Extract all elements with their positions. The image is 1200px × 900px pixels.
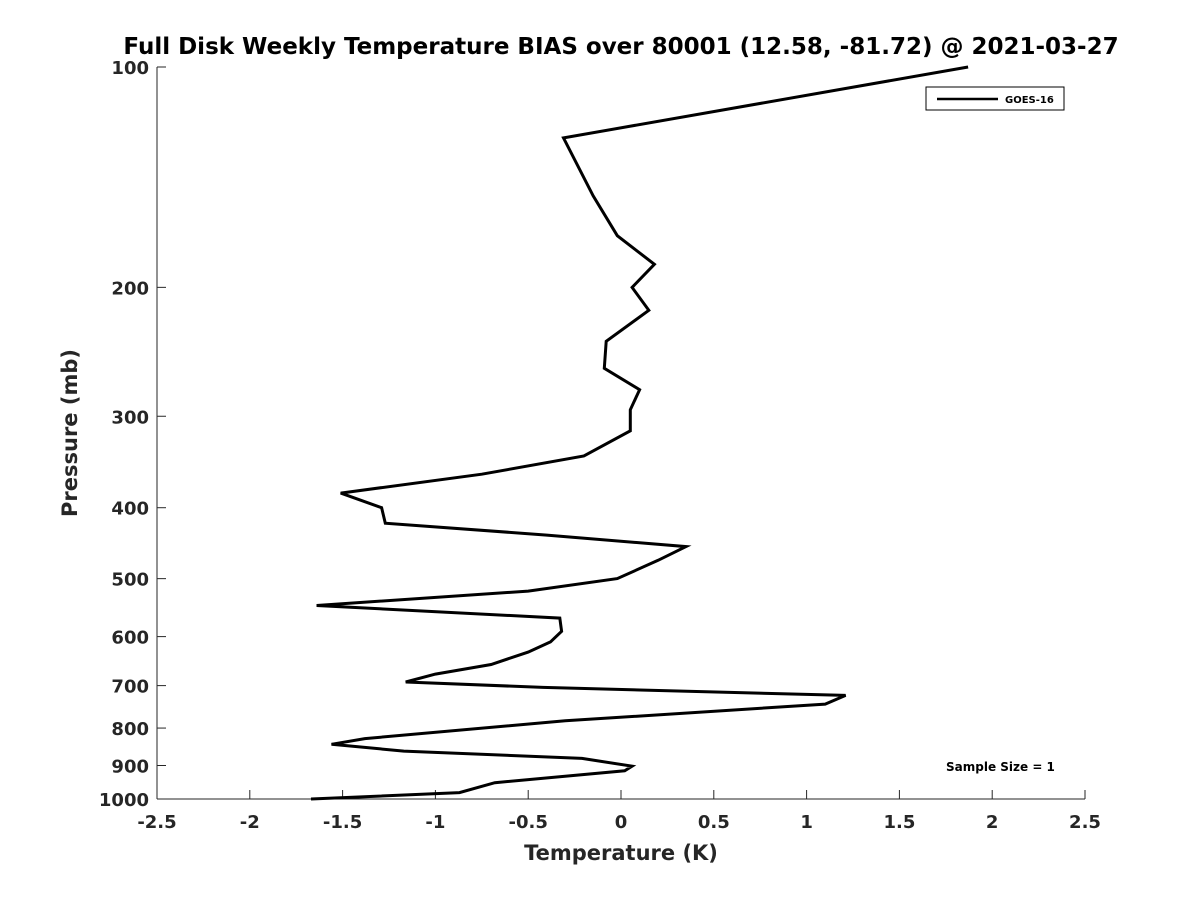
x-tick-label: 0 [615, 812, 628, 833]
x-tick-label: 0.5 [698, 812, 730, 833]
x-tick-label: 2.5 [1069, 812, 1101, 833]
y-tick-label: 800 [111, 719, 149, 740]
x-tick-label: 1.5 [883, 812, 915, 833]
y-tick-label: 700 [111, 677, 149, 698]
x-tick-label: -2.5 [137, 812, 176, 833]
x-tick-label: 2 [986, 812, 999, 833]
chart-title: Full Disk Weekly Temperature BIAS over 8… [123, 34, 1118, 60]
y-tick-label: 400 [111, 499, 149, 520]
y-tick-label: 500 [111, 570, 149, 591]
x-tick-label: 1 [800, 812, 813, 833]
x-tick-label: -0.5 [509, 812, 548, 833]
x-tick-label: -2 [240, 812, 260, 833]
legend: GOES-16 [925, 86, 1065, 111]
x-tick-label: -1 [425, 812, 445, 833]
y-tick-label: 1000 [99, 790, 149, 811]
series-line-goes-16 [310, 65, 969, 801]
y-tick-label: 100 [111, 58, 149, 79]
y-tick-label: 300 [111, 407, 149, 428]
x-tick-label: -1.5 [323, 812, 362, 833]
sample-size-annotation: Sample Size = 1 [946, 760, 1055, 774]
y-axis-label: Pressure (mb) [58, 349, 82, 517]
x-axis-label: Temperature (K) [524, 841, 718, 865]
series-group [310, 65, 969, 801]
x-axis-ticks: -2.5 -2 -1.5 -1 -0.5 0 0.5 1 1.5 2 2.5 [137, 790, 1101, 833]
y-tick-label: 600 [111, 628, 149, 649]
legend-label-goes-16: GOES-16 [1005, 95, 1054, 106]
y-tick-label: 200 [111, 278, 149, 299]
plot-background [157, 67, 1085, 799]
y-axis-ticks: 100 200 300 400 500 600 700 800 900 1000 [99, 58, 166, 811]
y-tick-label: 900 [111, 757, 149, 778]
